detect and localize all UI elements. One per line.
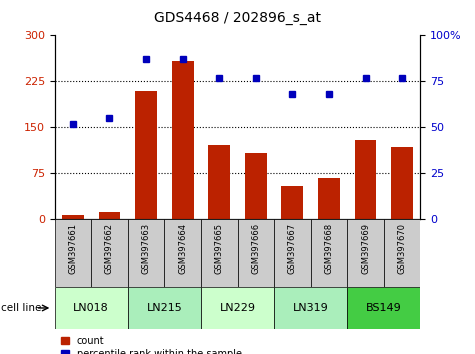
Bar: [164, 219, 201, 287]
Bar: [201, 287, 274, 329]
Bar: [311, 219, 347, 287]
Bar: [347, 219, 384, 287]
Text: GSM397669: GSM397669: [361, 223, 370, 274]
Bar: [274, 287, 347, 329]
Text: GSM397670: GSM397670: [398, 223, 407, 274]
Legend: count, percentile rank within the sample: count, percentile rank within the sample: [59, 334, 244, 354]
Bar: [98, 211, 121, 219]
Bar: [347, 287, 420, 329]
Text: LN018: LN018: [73, 303, 109, 313]
Text: cell line: cell line: [1, 303, 41, 313]
Bar: [55, 219, 91, 287]
Text: GSM397661: GSM397661: [68, 223, 77, 274]
Bar: [245, 153, 267, 219]
Text: GSM397666: GSM397666: [251, 223, 260, 274]
Bar: [384, 219, 420, 287]
Bar: [238, 219, 274, 287]
Text: GSM397668: GSM397668: [324, 223, 333, 274]
Bar: [354, 140, 377, 219]
Bar: [135, 91, 157, 219]
Bar: [128, 287, 201, 329]
Text: GSM397663: GSM397663: [142, 223, 151, 274]
Bar: [62, 215, 84, 219]
Bar: [171, 61, 194, 219]
Bar: [208, 145, 230, 219]
Bar: [318, 178, 340, 219]
Bar: [391, 147, 413, 219]
Bar: [91, 219, 128, 287]
Text: LN215: LN215: [146, 303, 182, 313]
Bar: [201, 219, 238, 287]
Text: GSM397665: GSM397665: [215, 223, 224, 274]
Text: BS149: BS149: [366, 303, 402, 313]
Bar: [281, 186, 304, 219]
Text: GDS4468 / 202896_s_at: GDS4468 / 202896_s_at: [154, 11, 321, 25]
Text: GSM397662: GSM397662: [105, 223, 114, 274]
Text: GSM397667: GSM397667: [288, 223, 297, 274]
Bar: [274, 219, 311, 287]
Text: LN229: LN229: [219, 303, 256, 313]
Bar: [128, 219, 164, 287]
Text: LN319: LN319: [293, 303, 329, 313]
Bar: [55, 287, 128, 329]
Text: GSM397664: GSM397664: [178, 223, 187, 274]
